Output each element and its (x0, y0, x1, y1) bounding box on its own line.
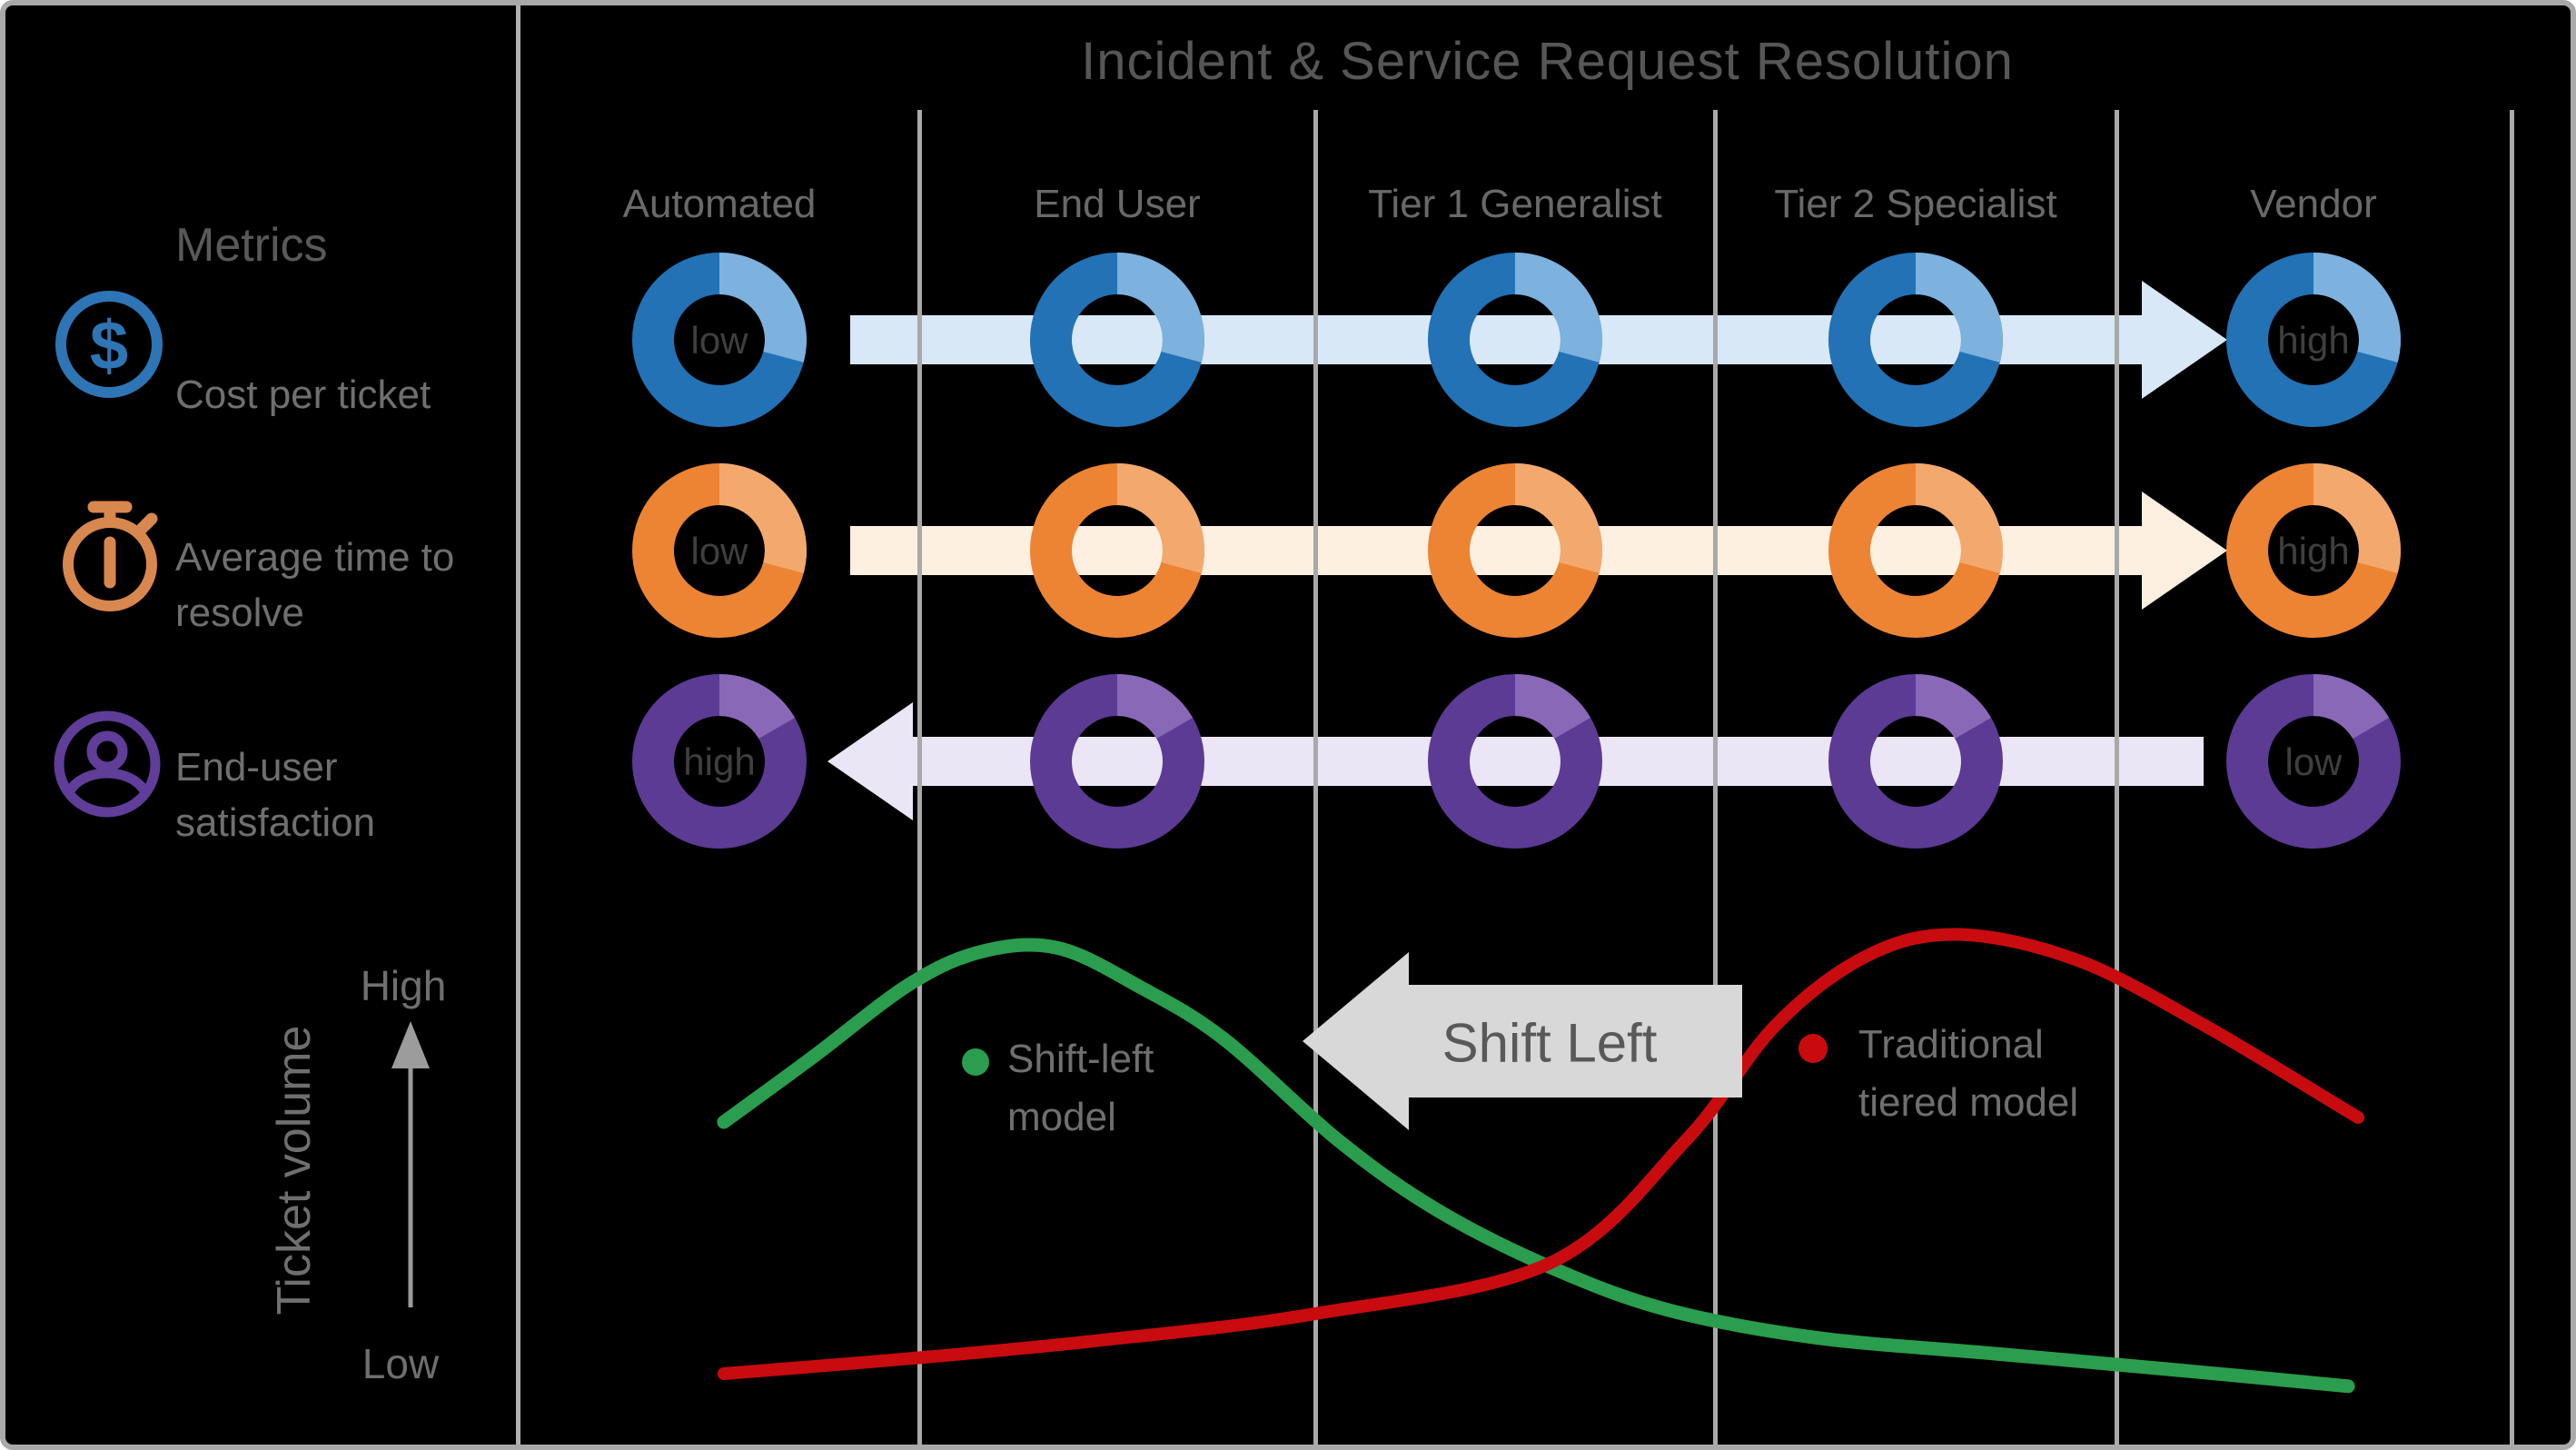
metric-row-3-last-value-label: low (2284, 740, 2343, 783)
column-header-tier-2-specialist: Tier 2 Specialist (1774, 182, 2057, 226)
curve-traditional-tiered-model (717, 928, 2364, 1380)
metric-ring (1828, 463, 2003, 638)
metric-ring (1828, 253, 2003, 427)
metric-ring (1428, 674, 1602, 849)
curve-shift-left-model (717, 938, 2355, 1394)
metric-ring (2226, 463, 2401, 638)
metric-row-3-arrowhead-left (827, 702, 913, 820)
tier-gridline (1713, 110, 1718, 1445)
legend-dot-traditional (1798, 1034, 1828, 1063)
metric-ring (1030, 674, 1204, 849)
metric-ring (2226, 253, 2401, 427)
ring-highlight-segment (1914, 674, 1992, 740)
column-header-tier-1-generalist: Tier 1 Generalist (1368, 182, 1662, 226)
panel-divider (516, 5, 520, 1445)
metric-item-label: End-user satisfaction (175, 745, 376, 845)
ring-highlight-segment (1514, 253, 1602, 362)
shift-left-arrow-label: Shift Left (1442, 1013, 1658, 1074)
legend-dot-shift-left (962, 1048, 989, 1076)
ring-highlight-segment (718, 674, 796, 740)
metric-row-2-last-value-label: high (2277, 530, 2350, 572)
legend-label-shift-left: Shift-left model (1007, 1037, 1154, 1139)
ring-highlight-segment (1514, 463, 1602, 573)
metric-row-1-first-value-label: low (690, 319, 748, 362)
metric-item-label: Average time to resolve (175, 535, 455, 635)
column-header-vendor: Vendor (2250, 182, 2377, 226)
svg-text:$: $ (90, 308, 128, 385)
metric-ring (1828, 674, 2003, 849)
ring-highlight-segment (1513, 674, 1591, 740)
metric-row-3-first-value-label: high (683, 740, 756, 783)
ring-highlight-segment (2312, 674, 2390, 740)
metric-ring (632, 463, 807, 638)
metrics-heading: Metrics (175, 219, 328, 272)
volume-axis-high-label: High (360, 962, 447, 1009)
volume-axis-arrowhead (391, 1021, 430, 1068)
metric-item-label: Cost per ticket (175, 372, 431, 417)
ring-highlight-segment (718, 463, 807, 573)
tier-gridline (917, 110, 922, 1445)
metric-ring (1030, 253, 1204, 427)
metric-ring (632, 253, 807, 427)
metric-row-2-first-value-label: low (690, 530, 748, 572)
tier-gridline (1313, 110, 1318, 1445)
metric-ring (1428, 463, 1602, 638)
tier-gridline (2510, 110, 2514, 1445)
metric-row-1-arrowhead-right (2142, 281, 2227, 399)
volume-axis-low-label: Low (362, 1340, 440, 1387)
volume-axis-title: Ticket volume (268, 1025, 321, 1316)
ring-highlight-segment (2313, 463, 2401, 573)
metric-ring (1428, 253, 1602, 427)
tier-gridline (2115, 110, 2119, 1445)
page-title: Incident & Service Request Resolution (1081, 32, 2014, 91)
metric-row-1-last-value-label: high (2277, 319, 2350, 362)
ring-highlight-segment (1915, 253, 2003, 362)
metric-ring (632, 674, 807, 849)
shift-left-arrow (1303, 952, 1742, 1130)
ring-highlight-segment (1915, 463, 2003, 573)
column-header-end-user: End User (1034, 182, 1201, 226)
ring-highlight-segment (718, 253, 807, 362)
ring-highlight-segment (1116, 463, 1204, 573)
ring-highlight-segment (2313, 253, 2401, 362)
metric-row-2-arrowhead-right (2142, 492, 2227, 610)
ring-highlight-segment (1115, 674, 1194, 740)
metric-ring (1030, 463, 1204, 638)
column-header-automated: Automated (622, 182, 817, 226)
metric-ring (2226, 674, 2401, 849)
ring-highlight-segment (1116, 253, 1204, 362)
legend-label-traditional: Traditional tiered model (1858, 1022, 2079, 1125)
